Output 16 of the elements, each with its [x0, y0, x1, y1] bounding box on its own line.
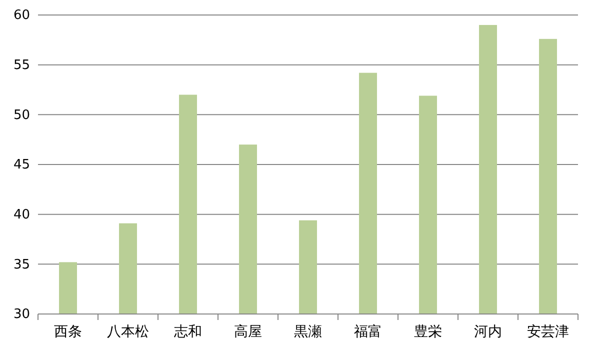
x-tick-label: 豊栄 — [414, 324, 442, 340]
x-tick-label: 黒瀬 — [294, 324, 322, 340]
x-tick-label: 志和 — [174, 324, 202, 340]
y-tick-label: 45 — [13, 158, 30, 173]
x-tick-label: 安芸津 — [527, 324, 569, 340]
y-tick-label: 55 — [13, 58, 30, 73]
x-tick-label: 西条 — [54, 324, 82, 340]
y-tick-label: 35 — [13, 257, 30, 272]
x-tick-label: 河内 — [474, 324, 502, 340]
x-tick-label: 福富 — [354, 324, 382, 340]
y-tick-label: 50 — [13, 108, 30, 123]
y-tick-label: 40 — [13, 207, 30, 222]
x-tick-label: 高屋 — [234, 324, 262, 340]
y-tick-label: 30 — [13, 307, 30, 322]
x-tick-label: 八本松 — [107, 324, 149, 340]
y-tick-label: 60 — [13, 8, 30, 24]
